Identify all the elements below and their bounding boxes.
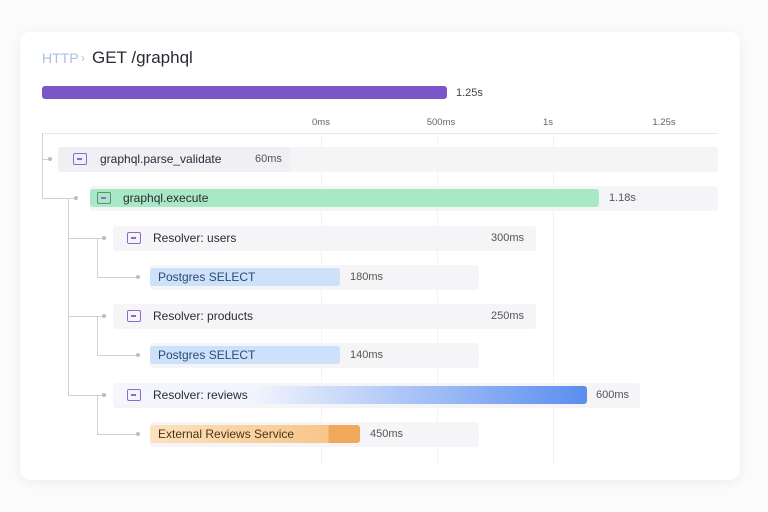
span-duration: 600ms: [596, 389, 630, 401]
span-duration: 180ms: [350, 271, 384, 283]
span-label: Resolver: users: [153, 231, 237, 245]
axis-tick: 1.25s: [652, 117, 676, 128]
span-icon: [97, 192, 111, 204]
span-duration: 250ms: [491, 310, 525, 322]
axis-tick: 0ms: [312, 117, 330, 128]
span-bar: [150, 425, 360, 443]
span-label: Resolver: reviews: [153, 388, 248, 402]
span-duration: 1.18s: [609, 192, 636, 204]
breadcrumb-separator: ›: [81, 51, 85, 65]
span-icon: [127, 310, 141, 322]
span-label: Postgres SELECT: [158, 348, 256, 362]
span-duration: 450ms: [370, 428, 404, 440]
span-label: graphql.execute: [123, 191, 209, 205]
page-title: GET /graphql: [92, 48, 193, 67]
axis-tick: 500ms: [426, 117, 456, 128]
span-bar: [90, 189, 599, 207]
span-label: Postgres SELECT: [158, 270, 256, 284]
span-label: External Reviews Service: [158, 427, 295, 441]
axis-tick: 1s: [542, 117, 554, 128]
gridline: [553, 134, 554, 464]
span-duration: 140ms: [350, 349, 384, 361]
breadcrumb-http[interactable]: HTTP: [42, 50, 79, 66]
span-icon: [73, 153, 87, 165]
span-bar: [150, 346, 340, 364]
span-duration: 300ms: [491, 232, 525, 244]
span-label: Resolver: products: [153, 309, 254, 323]
axis-line: [42, 133, 718, 134]
span-bar: [150, 268, 340, 286]
total-duration-label: 1.25s: [456, 87, 483, 99]
total-duration-bar: [42, 86, 447, 99]
span-icon: [127, 389, 141, 401]
span-duration: 60ms: [255, 153, 282, 165]
span-bar: [113, 386, 587, 404]
span-icon: [127, 232, 141, 244]
gridline: [321, 134, 322, 464]
span-label: graphql.parse_validate: [100, 152, 222, 166]
gridline: [437, 134, 438, 464]
trace-card: [20, 32, 740, 480]
